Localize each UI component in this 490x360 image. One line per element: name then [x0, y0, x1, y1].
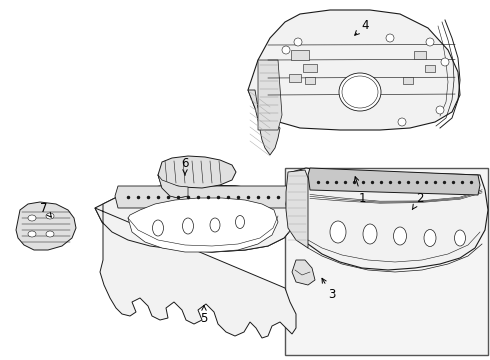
Ellipse shape — [330, 221, 346, 243]
Polygon shape — [115, 186, 292, 208]
Text: 2: 2 — [412, 192, 424, 210]
Bar — [414, 51, 426, 59]
Ellipse shape — [339, 73, 381, 111]
Polygon shape — [292, 260, 315, 285]
Ellipse shape — [210, 218, 220, 232]
Polygon shape — [286, 168, 488, 270]
Ellipse shape — [182, 218, 194, 234]
Text: 6: 6 — [181, 157, 189, 175]
Bar — [403, 77, 413, 84]
Ellipse shape — [46, 213, 54, 219]
Ellipse shape — [436, 106, 444, 114]
Bar — [291, 50, 309, 60]
Polygon shape — [258, 60, 282, 130]
Ellipse shape — [28, 215, 36, 221]
Bar — [425, 64, 435, 72]
Text: 3: 3 — [322, 278, 336, 302]
Polygon shape — [248, 90, 280, 155]
Polygon shape — [16, 202, 76, 250]
Polygon shape — [158, 156, 236, 188]
Ellipse shape — [398, 118, 406, 126]
Ellipse shape — [386, 34, 394, 42]
Ellipse shape — [393, 227, 407, 245]
Ellipse shape — [282, 46, 290, 54]
Ellipse shape — [424, 230, 436, 247]
Ellipse shape — [28, 231, 36, 237]
Bar — [285, 168, 488, 355]
Polygon shape — [95, 185, 296, 252]
Bar — [289, 74, 301, 82]
Polygon shape — [248, 10, 460, 130]
Text: 5: 5 — [200, 306, 208, 324]
Ellipse shape — [294, 38, 302, 46]
Ellipse shape — [441, 58, 449, 66]
Bar — [303, 64, 317, 72]
Ellipse shape — [455, 230, 466, 246]
Polygon shape — [158, 175, 188, 198]
Polygon shape — [128, 198, 278, 252]
Text: 4: 4 — [355, 18, 369, 35]
Polygon shape — [308, 168, 480, 195]
Polygon shape — [95, 185, 296, 338]
Bar — [305, 77, 315, 84]
Ellipse shape — [236, 216, 245, 229]
Text: 1: 1 — [354, 177, 366, 204]
Ellipse shape — [46, 231, 54, 237]
Text: 7: 7 — [40, 202, 51, 217]
Polygon shape — [286, 170, 308, 248]
Ellipse shape — [363, 224, 377, 244]
Ellipse shape — [426, 38, 434, 46]
Ellipse shape — [152, 220, 164, 236]
